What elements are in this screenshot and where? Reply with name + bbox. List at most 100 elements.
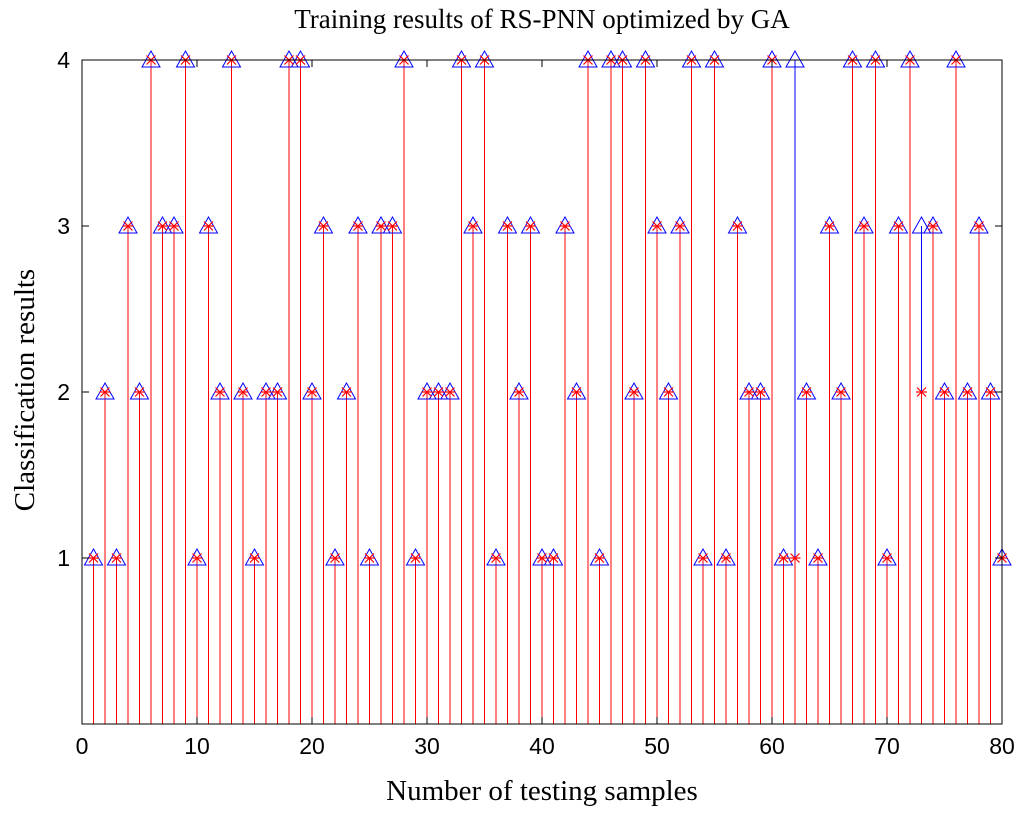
x-tick-label: 80 xyxy=(989,733,1015,759)
marker-actual xyxy=(612,49,633,68)
marker-actual xyxy=(635,49,656,68)
marker-actual xyxy=(244,547,265,566)
y-tick-label: 2 xyxy=(57,379,70,405)
stems-layer xyxy=(93,60,1003,724)
marker-actual xyxy=(647,215,667,234)
marker-predicted xyxy=(893,221,904,231)
marker-actual xyxy=(969,215,989,234)
y-tick-label: 1 xyxy=(57,545,70,571)
marker-actual xyxy=(658,381,679,400)
marker-actual xyxy=(198,215,219,234)
marker-actual xyxy=(543,547,564,566)
marker-predicted xyxy=(801,387,812,397)
marker-actual xyxy=(980,381,1001,400)
marker-predicted xyxy=(203,221,214,231)
marker-actual xyxy=(221,49,242,68)
y-axis-label: Classification results xyxy=(9,269,41,511)
marker-predicted xyxy=(881,553,893,563)
marker-predicted xyxy=(260,387,272,397)
marker-actual xyxy=(164,215,184,234)
marker-predicted xyxy=(973,221,985,231)
marker-actual xyxy=(555,215,575,234)
marker-actual xyxy=(957,381,978,400)
marker-predicted xyxy=(916,387,927,397)
marker-actual xyxy=(129,381,150,400)
marker-actual xyxy=(451,49,472,68)
marker-actual xyxy=(716,547,736,566)
marker-actual xyxy=(267,381,288,400)
x-tick-label: 70 xyxy=(874,733,900,759)
marker-predicted xyxy=(352,221,364,231)
x-tick-label: 40 xyxy=(529,733,555,759)
x-tick-label: 60 xyxy=(759,733,785,759)
marker-actual xyxy=(911,215,932,234)
marker-predicted xyxy=(513,387,525,397)
marker-predicted xyxy=(364,553,375,563)
marker-actual xyxy=(106,547,127,566)
marker-actual xyxy=(865,49,886,68)
marker-predicted xyxy=(134,387,145,397)
marker-predicted xyxy=(502,221,513,231)
ticks-layer: 0 10 20 30 40 50 60 70 80 1 2 3 4 xyxy=(57,47,1015,759)
marker-actual xyxy=(704,49,725,68)
markers-layer xyxy=(83,49,1012,566)
marker-predicted xyxy=(318,221,329,231)
marker-actual xyxy=(336,381,357,400)
marker-actual xyxy=(325,547,345,566)
marker-predicted xyxy=(157,221,168,231)
marker-predicted xyxy=(858,221,870,231)
marker-actual xyxy=(532,547,552,566)
marker-actual xyxy=(854,215,874,234)
marker-predicted xyxy=(571,387,582,397)
marker-predicted xyxy=(732,221,743,231)
marker-actual xyxy=(187,547,207,566)
marker-actual xyxy=(773,547,794,566)
marker-predicted xyxy=(927,221,939,231)
chart-title: Training results of RS-PNN optimized by … xyxy=(294,4,790,34)
marker-actual xyxy=(842,49,863,68)
marker-predicted xyxy=(111,553,122,563)
marker-actual xyxy=(175,49,196,68)
marker-actual xyxy=(405,547,426,566)
marker-actual xyxy=(566,381,587,400)
marker-predicted xyxy=(962,387,973,397)
marker-predicted xyxy=(467,221,479,231)
marker-predicted xyxy=(249,553,260,563)
marker-actual xyxy=(290,49,311,68)
marker-actual xyxy=(877,547,897,566)
marker-actual xyxy=(681,49,702,68)
marker-predicted xyxy=(168,221,180,231)
marker-actual xyxy=(923,215,943,234)
marker-actual xyxy=(95,381,115,400)
marker-predicted xyxy=(433,387,444,397)
marker-actual xyxy=(440,381,460,400)
marker-actual xyxy=(670,215,690,234)
marker-predicted xyxy=(985,387,996,397)
marker-actual xyxy=(589,547,610,566)
marker-predicted xyxy=(99,387,111,397)
marker-actual xyxy=(428,381,449,400)
marker-actual xyxy=(141,49,161,68)
marker-actual xyxy=(210,381,230,400)
marker-predicted xyxy=(306,387,318,397)
y-tick-label: 3 xyxy=(57,213,70,239)
marker-predicted xyxy=(835,387,847,397)
x-tick-label: 10 xyxy=(184,733,210,759)
marker-actual xyxy=(888,215,909,234)
marker-actual xyxy=(359,547,380,566)
x-tick-label: 0 xyxy=(76,733,89,759)
marker-predicted xyxy=(387,221,398,231)
marker-actual xyxy=(934,381,955,400)
marker-predicted xyxy=(789,553,801,563)
marker-actual xyxy=(831,381,851,400)
marker-predicted xyxy=(237,387,249,397)
marker-predicted xyxy=(214,387,226,397)
marker-actual xyxy=(463,215,483,234)
marker-predicted xyxy=(651,221,663,231)
marker-actual xyxy=(624,381,644,400)
marker-actual xyxy=(520,215,541,234)
marker-predicted xyxy=(88,553,99,563)
marker-predicted xyxy=(697,553,709,563)
marker-actual xyxy=(371,215,391,234)
